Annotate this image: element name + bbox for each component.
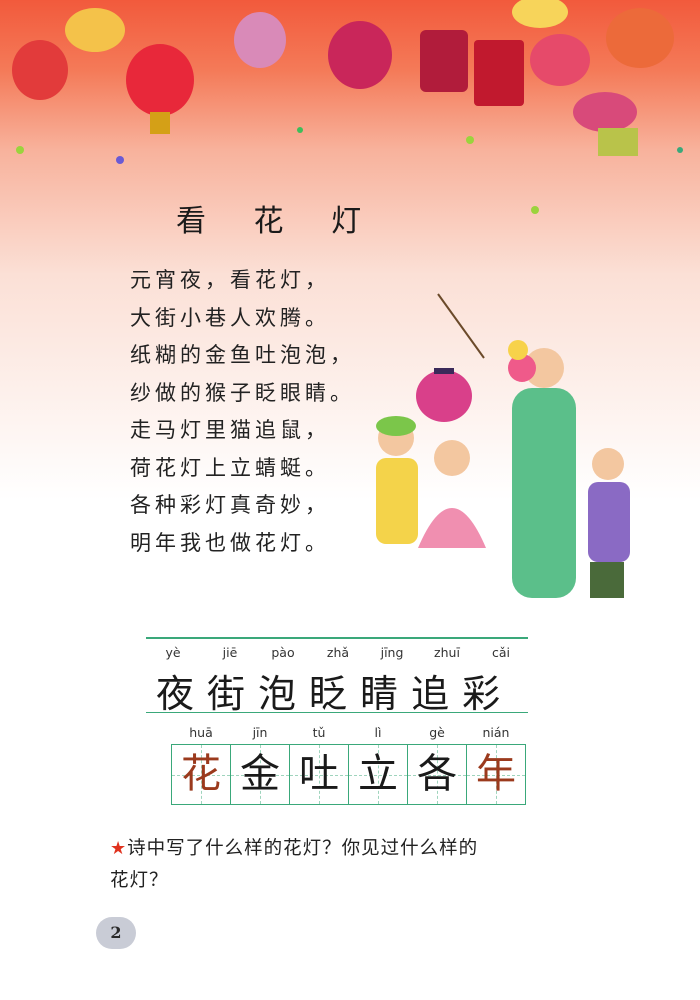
writing-grid: 花 金 吐 立 各 年 (171, 744, 526, 805)
pinyin-label: zhǎ (326, 645, 350, 660)
grid-cell: 吐 (290, 745, 349, 804)
grid-cell: 立 (349, 745, 408, 804)
page-number: 2 (96, 917, 136, 949)
pinyin-label: pào (271, 645, 295, 660)
grid-cell: 年 (467, 745, 525, 804)
write-char: 各 (417, 751, 457, 797)
rule-bottom (146, 711, 528, 713)
poem-line: 大街小巷人欢腾。 (130, 305, 330, 330)
question-line2: 花灯？ (110, 870, 169, 891)
poem-line: 走马灯里猫追鼠， (130, 418, 330, 442)
vocab-char: 睛 (360, 672, 412, 716)
pinyin-label: huā (189, 725, 213, 740)
pinyin-label: jiē (222, 645, 238, 660)
poem-line: 各种彩灯真奇妙， (130, 493, 330, 517)
vocab-write-pinyin: huā jīn tǔ lì gè nián (171, 725, 521, 741)
vocab-char: 泡 (258, 672, 310, 716)
pinyin-label: nián (482, 725, 510, 740)
write-char: 年 (476, 751, 516, 797)
poem-line: 明年我也做花灯。 (130, 530, 330, 555)
discussion-question: ★诗中写了什么样的花灯？你见过什么样的 花灯？ (110, 833, 610, 897)
lesson-title: 看 花 灯 (176, 204, 381, 239)
poem: 元宵夜，看花灯， 大街小巷人欢腾。 纸糊的金鱼吐泡泡， 纱做的猴子眨眼睛。 走马… (130, 262, 355, 562)
write-char: 金 (240, 751, 280, 797)
pinyin-label: lì (374, 725, 382, 740)
vocab-read-chars: 夜街泡眨睛追彩 (156, 663, 513, 718)
vocab-char: 追 (411, 672, 463, 716)
grid-cell: 金 (231, 745, 290, 804)
vocab-read-pinyin: yè jiē pào zhǎ jīng zhuī cǎi (146, 645, 528, 661)
poem-line: 荷花灯上立蜻蜓。 (130, 455, 330, 480)
vocab-char: 彩 (462, 672, 514, 716)
pinyin-label: cǎi (491, 645, 510, 660)
vocab-char: 眨 (309, 672, 361, 716)
vocab-read-box: 夜街泡眨睛追彩 (146, 637, 528, 716)
rule-top (146, 637, 528, 639)
grid-cell: 各 (408, 745, 467, 804)
pinyin-label: jīng (380, 645, 404, 660)
pinyin-label: yè (165, 645, 181, 660)
poem-line: 纸糊的金鱼吐泡泡， (130, 343, 355, 367)
grid-cell: 花 (172, 745, 231, 804)
vocab-char: 夜 (156, 672, 208, 716)
pinyin-label: jīn (252, 725, 268, 740)
question-line1: 诗中写了什么样的花灯？你见过什么样的 (127, 838, 479, 859)
write-char: 吐 (299, 751, 339, 797)
lanterns-illustration (12, 0, 683, 214)
poem-line: 纱做的猴子眨眼睛。 (130, 380, 355, 405)
lantern-shapes (12, 0, 683, 214)
family-with-lantern-illustration (376, 293, 630, 598)
star-icon: ★ (110, 838, 128, 859)
write-char: 立 (358, 751, 398, 797)
pinyin-label: zhuī (434, 645, 460, 660)
vocab-char: 街 (207, 672, 259, 716)
poem-line: 元宵夜，看花灯， (130, 268, 330, 292)
write-char: 花 (181, 751, 221, 797)
lantern-banner-illustration (0, 0, 700, 500)
pinyin-label: gè (429, 725, 445, 740)
pinyin-label: tǔ (312, 725, 326, 740)
